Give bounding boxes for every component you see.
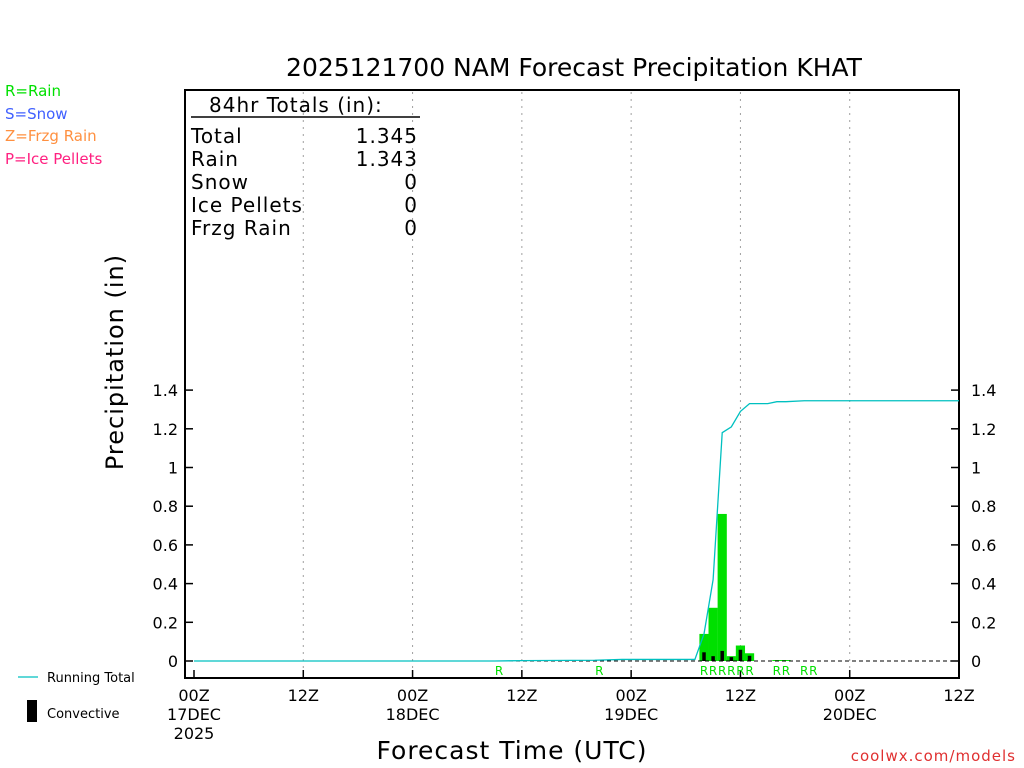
x-tick-label: 00Z (397, 686, 428, 705)
x-tick-label: 00Z (178, 686, 209, 705)
y-axis-label: Precipitation (in) (101, 254, 129, 470)
ptype-legend-rain: R=Rain (5, 82, 61, 100)
y-tick-label-right: 0.4 (971, 575, 996, 594)
totals-row-value: 0 (404, 193, 418, 217)
ptype-marker: R (727, 664, 735, 678)
convective-bar-h56 (702, 652, 706, 661)
ptype-marker: R (495, 664, 503, 678)
y-tick-label-right: 0.2 (971, 613, 996, 632)
x-tick-date: 17DEC (167, 705, 221, 724)
x-tick-label: 00Z (834, 686, 865, 705)
x-tick-date: 19DEC (604, 705, 658, 724)
rain-bar-h57 (708, 607, 718, 661)
totals-heading: 84hr Totals (in): (209, 93, 383, 117)
x-tick-year: 2025 (174, 724, 215, 743)
y-tick-label-right: 1.2 (971, 420, 996, 439)
x-axis-label: Forecast Time (UTC) (377, 736, 648, 765)
plot-area-frame (184, 89, 960, 679)
y-tick-label-right: 0 (971, 652, 981, 671)
y-tick-label-left: 0.2 (153, 613, 178, 632)
ptype-marker: R (773, 664, 781, 678)
ptype-marker: R (800, 664, 808, 678)
convective-bar-h61 (747, 655, 752, 661)
convective-bar-h60 (738, 649, 743, 661)
y-tick-label-right: 1 (971, 459, 981, 478)
rain-bar-h56 (699, 633, 709, 661)
y-tick-label-right: 1.4 (971, 381, 996, 400)
rain-bars (699, 513, 791, 661)
convective-bar-h57 (711, 656, 715, 661)
totals-row-value: 1.345 (356, 124, 418, 148)
legend-running-total-label: Running Total (47, 671, 135, 686)
totals-row-value: 0 (404, 216, 418, 240)
x-tick-date: 20DEC (823, 705, 877, 724)
ptype-legend: R=Rain S=Snow Z=Frzg Rain P=Ice Pellets (5, 82, 102, 168)
totals-rows: Total 1.345 Rain 1.343 Snow 0 Ice Pellets 0 Frzg… (190, 124, 418, 240)
totals-box: 84hr Totals (in): Total 1.345 Rain 1.343 Sno… (190, 93, 420, 240)
y-tick-label-right: 0.6 (971, 536, 996, 555)
x-tick-date: 18DEC (386, 705, 440, 724)
chart-title: 2025121700 NAM Forecast Precipitation KH… (286, 53, 863, 82)
convective-bar-h58 (720, 650, 724, 661)
running-total-line (194, 400, 959, 662)
y-tick-label-left: 1.2 (153, 420, 178, 439)
ptype-marker: R (736, 664, 744, 678)
y-tick-label-left: 0 (168, 652, 178, 671)
totals-row-label: Snow (191, 170, 249, 194)
convective-bars (702, 649, 752, 661)
ptype-marker: R (709, 664, 717, 678)
totals-row-label: Ice Pellets (191, 193, 303, 217)
y-axis-ticks: 0 0 0.2 0.2 0.4 0.4 0.6 0.6 0.8 0.8 1 1 1.2 1.2 1.4 1.4 (153, 381, 997, 671)
ptype-marker: R (782, 664, 790, 678)
x-tick-label: 12Z (506, 686, 537, 705)
y-tick-label-left: 0.8 (153, 497, 178, 516)
totals-row-label: Total (190, 124, 243, 148)
x-tick-label: 12Z (943, 686, 974, 705)
y-tick-label-left: 1 (168, 459, 178, 478)
rain-bar-h58 (717, 513, 727, 661)
legend-convective-label: Convective (47, 707, 120, 722)
x-tick-label: 12Z (725, 686, 756, 705)
y-tick-label-left: 0.4 (153, 575, 178, 594)
ptype-marker: R (718, 664, 726, 678)
y-tick-label-right: 0.8 (971, 497, 996, 516)
totals-row-label: Rain (191, 147, 239, 171)
ptype-legend-ice-pellets: P=Ice Pellets (5, 150, 102, 168)
totals-row-label: Frzg Rain (191, 216, 292, 240)
x-tick-label: 12Z (288, 686, 319, 705)
ptype-marker: R (700, 664, 708, 678)
ptype-legend-frzg-rain: Z=Frzg Rain (5, 127, 97, 145)
grid-lines (302, 92, 851, 676)
ptype-marker: R (595, 664, 603, 678)
convective-bar-h59 (729, 657, 734, 661)
series-legend: Running Total Convective (18, 671, 135, 722)
ptype-legend-snow: S=Snow (5, 105, 68, 123)
y-tick-label-left: 1.4 (153, 381, 178, 400)
credit-text: coolwx.com/models (851, 747, 1016, 765)
y-tick-label-left: 0.6 (153, 536, 178, 555)
totals-row-value: 0 (404, 170, 418, 194)
ptype-marker: R (745, 664, 753, 678)
ptype-marker: R (809, 664, 817, 678)
legend-convective-swatch (27, 700, 37, 722)
totals-row-value: 1.343 (356, 147, 418, 171)
x-tick-label: 00Z (615, 686, 646, 705)
